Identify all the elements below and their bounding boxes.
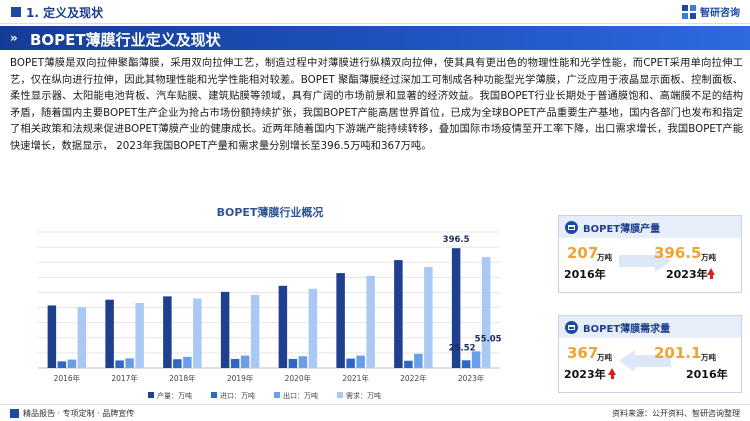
bar-2-3 xyxy=(173,359,182,368)
bar-1-3 xyxy=(163,296,172,368)
bar-2-2 xyxy=(115,360,124,368)
bar-1-6 xyxy=(336,273,345,368)
production-to-year: 2023年 xyxy=(666,268,708,281)
x-tick-label: 2023年 xyxy=(458,373,485,383)
production-from-unit: 万吨 xyxy=(597,253,612,262)
legend-swatch xyxy=(274,392,280,398)
bar-4-4 xyxy=(250,294,260,368)
production-card-header: BOPET薄膜产量 xyxy=(559,216,741,238)
bar-3-3 xyxy=(183,356,192,368)
footer-source: 资料来源：公开资料、智研咨询整理 xyxy=(612,409,740,418)
legend-label: 出口：万吨 xyxy=(283,391,318,400)
x-tick-label: 2019年 xyxy=(227,373,254,383)
bar-1-7 xyxy=(394,260,403,368)
legend-swatch xyxy=(211,392,217,398)
x-tick-label: 2020年 xyxy=(285,373,312,383)
data-label: 55.05 xyxy=(475,334,502,344)
footer: 精品报告 · 专项定制 · 品牌宣传 资料来源：公开资料、智研咨询整理 xyxy=(0,404,750,421)
bar-4-6 xyxy=(366,275,375,368)
production-card: BOPET薄膜产量 207 万吨 2016年 396.5 万吨 2023年 xyxy=(558,215,742,293)
x-tick-label: 2021年 xyxy=(342,373,369,383)
bar-4-7 xyxy=(424,267,433,368)
bar-4-8 xyxy=(481,257,491,368)
bar-3-6 xyxy=(356,355,365,368)
production-to-unit: 万吨 xyxy=(701,253,716,262)
bar-1-4 xyxy=(220,291,230,368)
page-title: BOPET薄膜行业定义及现状 xyxy=(30,31,221,49)
demand-card: BOPET薄膜需求量 367 万吨 2023年 201.1 万吨 2016年 xyxy=(558,315,742,393)
chevron-right-icon: » xyxy=(10,31,18,45)
data-label: 396.5 xyxy=(443,235,470,245)
x-tick-label: 2022年 xyxy=(400,373,427,383)
demand-card-header: BOPET薄膜需求量 xyxy=(559,316,741,338)
bar-2-4 xyxy=(230,358,240,368)
box-icon xyxy=(565,320,578,334)
x-tick-label: 2016年 xyxy=(54,373,81,383)
demand-to-unit: 万吨 xyxy=(701,353,716,362)
bar-3-1 xyxy=(67,359,77,368)
bar-3-7 xyxy=(414,353,423,368)
production-from-year: 2016年 xyxy=(564,268,606,281)
bar-4-2 xyxy=(135,303,144,368)
bar-1-8 xyxy=(451,248,461,368)
footer-tagline: 精品报告 · 专项定制 · 品牌宣传 xyxy=(23,409,135,418)
production-card-title: BOPET薄膜产量 xyxy=(583,223,661,235)
bar-1-2 xyxy=(105,299,114,368)
footer-logo-icon xyxy=(10,409,19,418)
x-tick-label: 2017年 xyxy=(111,373,138,383)
intro-paragraph: BOPET薄膜是双向拉伸聚酯薄膜，采用双向拉伸工艺，制造过程中对薄膜进行纵横双向… xyxy=(10,57,743,152)
bar-4-1 xyxy=(77,307,87,368)
arrow-right-icon xyxy=(619,250,671,272)
logo-text: 智研咨询 xyxy=(700,8,740,19)
data-label: 25.52 xyxy=(449,343,476,353)
legend-swatch xyxy=(148,392,154,398)
chart-bars xyxy=(47,248,491,368)
section-title: 1. 定义及现状 xyxy=(26,6,104,20)
bar-4-5 xyxy=(308,288,318,368)
legend-label: 进口：万吨 xyxy=(220,391,255,400)
bar-2-1 xyxy=(57,361,67,368)
production-from-value: 207 xyxy=(567,244,599,262)
chart-gridlines xyxy=(38,231,500,369)
bar-4-3 xyxy=(193,298,202,368)
legend-label: 需求：万吨 xyxy=(346,391,381,400)
legend-swatch xyxy=(337,392,343,398)
demand-card-body: 367 万吨 2023年 201.1 万吨 2016年 xyxy=(559,338,741,392)
bar-2-5 xyxy=(288,358,298,368)
production-to-value: 396.5 xyxy=(654,244,702,262)
bar-3-5 xyxy=(298,356,308,368)
production-card-body: 207 万吨 2016年 396.5 万吨 2023年 xyxy=(559,238,741,292)
demand-to-year: 2016年 xyxy=(686,368,728,381)
chart-legend: 产量：万吨 进口：万吨 出口：万吨 需求：万吨 xyxy=(148,391,381,400)
top-bar: 1. 定义及现状 智研咨询 xyxy=(0,0,750,24)
bar-1-1 xyxy=(47,305,57,368)
box-icon xyxy=(565,220,578,234)
logo-icon xyxy=(682,4,696,19)
demand-from-unit: 万吨 xyxy=(597,353,612,362)
demand-to-value: 201.1 xyxy=(654,344,702,362)
brand-logo: 智研咨询 xyxy=(682,4,740,19)
bar-3-4 xyxy=(240,355,250,368)
chart-x-ticks: 2016年 2017年 2018年 2019年 2020年 2021年 2022年 2023年 xyxy=(54,373,485,383)
legend-label: 产量：万吨 xyxy=(157,391,192,400)
bar-1-5 xyxy=(278,285,288,368)
bar-3-2 xyxy=(125,358,134,368)
bar-2-8 xyxy=(461,360,471,368)
section-square-icon xyxy=(11,7,21,17)
arrow-left-icon xyxy=(619,350,671,372)
bar-3-8 xyxy=(471,351,481,368)
x-tick-label: 2018年 xyxy=(169,373,196,383)
demand-card-title: BOPET薄膜需求量 xyxy=(583,323,671,335)
bar-2-7 xyxy=(404,360,413,368)
chart-title: BOPET薄膜行业概况 xyxy=(216,206,324,219)
bar-2-6 xyxy=(346,358,355,368)
demand-from-year: 2023年 xyxy=(564,368,606,381)
demand-from-value: 367 xyxy=(567,344,599,362)
title-banner: » BOPET薄膜行业定义及现状 xyxy=(0,26,750,50)
